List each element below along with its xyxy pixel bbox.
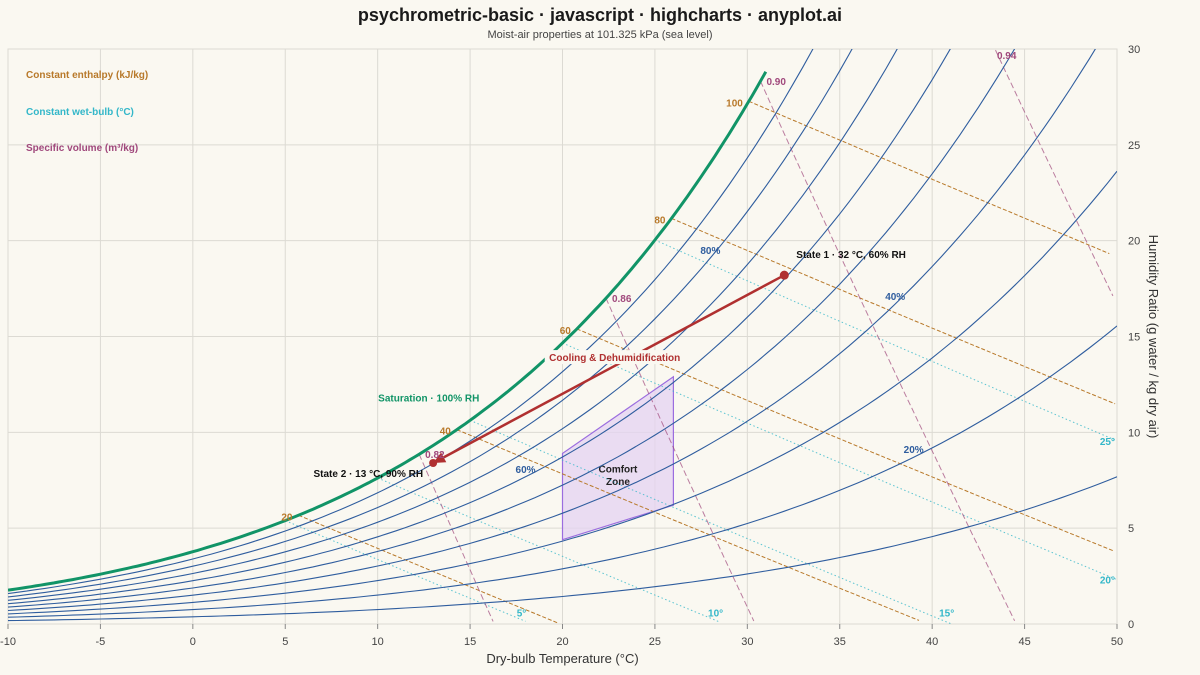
x-tick-label: 10 — [372, 636, 384, 648]
volume-label: 0.90 — [766, 77, 786, 88]
wetbulb-label: 15° — [939, 608, 954, 619]
rh-curve — [8, 49, 814, 595]
y-axis-title: Humidity Ratio (g water / kg dry air) — [1146, 235, 1161, 439]
x-tick-label: -5 — [96, 636, 106, 648]
y-tick-label: 30 — [1128, 44, 1140, 56]
state-1-marker — [779, 270, 789, 280]
rh-curve — [8, 49, 951, 605]
saturation-curve — [8, 71, 768, 592]
y-tick-label: 25 — [1128, 140, 1140, 152]
wetbulb-line — [654, 239, 1117, 442]
y-tick-label: 10 — [1128, 427, 1140, 439]
legend: Constant enthalpy (kJ/kg) Constant wet-bu… — [26, 70, 148, 154]
y-tick-label: 20 — [1128, 236, 1140, 248]
enthalpy-line — [576, 328, 1113, 552]
volume-label: 0.82 — [425, 450, 445, 461]
rh-curve — [8, 170, 1117, 615]
chart-subtitle: Moist-air properties at 101.325 kPa (sea… — [487, 29, 713, 41]
volume-label: 0.94 — [997, 51, 1017, 62]
wetbulb-label: 10° — [708, 608, 723, 619]
volume-line — [760, 80, 1016, 622]
x-tick-label: 25 — [649, 636, 661, 648]
rh-curve — [8, 49, 1096, 612]
enthalpy-line — [456, 429, 920, 621]
rh-label: 60% — [516, 465, 536, 476]
rh-label: 20% — [904, 445, 924, 456]
wetbulb-line — [377, 477, 720, 623]
volume-line — [994, 49, 1114, 297]
x-tick-label: 30 — [741, 636, 753, 648]
y-tick-label: 5 — [1128, 523, 1134, 535]
saturation-curve-group — [8, 71, 768, 592]
process-label-bg — [544, 350, 685, 365]
y-tick-label: 0 — [1128, 619, 1134, 631]
volume-label: 0.86 — [612, 294, 632, 305]
legend-wetbulb: Constant wet-bulb (°C) — [26, 107, 134, 118]
wetbulb-label: 5° — [517, 608, 527, 619]
x-tick-label: -10 — [0, 636, 16, 648]
state-2-label: State 2 · 13 °C, 90% RH — [314, 469, 424, 480]
enthalpy-label: 20 — [281, 512, 293, 523]
process-group: State 1 · 32 °C, 60% RH State 2 · 13 °C, … — [314, 250, 906, 480]
process-line — [443, 274, 785, 459]
x-tick-label: 0 — [190, 636, 196, 648]
rh-label: 40% — [885, 292, 905, 303]
x-tick-label: 40 — [926, 636, 938, 648]
state-1-label: State 1 · 32 °C, 60% RH — [796, 250, 906, 261]
wetbulb-lines — [285, 239, 1117, 624]
enthalpy-label: 100 — [726, 98, 743, 109]
rh-curves — [8, 49, 1117, 622]
rh-curve — [8, 476, 1117, 622]
x-tick-label: 5 — [282, 636, 288, 648]
enthalpy-label: 80 — [654, 215, 666, 226]
comfort-zone — [561, 375, 675, 541]
x-tick-label: 20 — [556, 636, 568, 648]
x-axis-title: Dry-bulb Temperature (°C) — [486, 651, 638, 666]
wetbulb-line — [469, 419, 951, 624]
wetbulb-line — [562, 342, 1117, 581]
x-tick-label: 15 — [464, 636, 476, 648]
comfort-zone-label-2: Zone — [606, 477, 630, 488]
state-2-marker — [429, 459, 438, 467]
enthalpy-label: 60 — [560, 326, 572, 337]
enthalpy-line — [671, 217, 1116, 405]
x-tick-label: 45 — [1018, 636, 1030, 648]
wetbulb-label: 20° — [1100, 576, 1115, 587]
chart-title: psychrometric-basic · javascript · highc… — [357, 5, 843, 25]
process-label: Cooling & Dehumidification — [549, 353, 680, 364]
x-tick-label: 50 — [1111, 636, 1123, 648]
rh-curve — [8, 49, 1016, 608]
rh-curve — [8, 49, 853, 598]
saturation-label: Saturation · 100% RH — [378, 394, 479, 405]
wetbulb-line — [285, 520, 526, 622]
enthalpy-line — [298, 514, 558, 624]
x-tick-label: 35 — [834, 636, 846, 648]
wetbulb-label: 25° — [1100, 437, 1115, 448]
process-arrowhead — [433, 452, 447, 463]
legend-enthalpy: Constant enthalpy (kJ/kg) — [26, 70, 148, 81]
comfort-zone-label-1: Comfort — [599, 465, 639, 476]
rh-label: 80% — [700, 246, 720, 257]
rh-curve — [8, 49, 898, 601]
legend-volume: Specific volume (m³/kg) — [26, 143, 138, 154]
grid-lines — [7, 48, 1118, 625]
rh-curve — [8, 325, 1117, 618]
volume-line — [418, 453, 494, 622]
y-tick-label: 15 — [1128, 332, 1140, 344]
enthalpy-label: 40 — [440, 427, 452, 438]
enthalpy-lines — [298, 100, 1116, 624]
